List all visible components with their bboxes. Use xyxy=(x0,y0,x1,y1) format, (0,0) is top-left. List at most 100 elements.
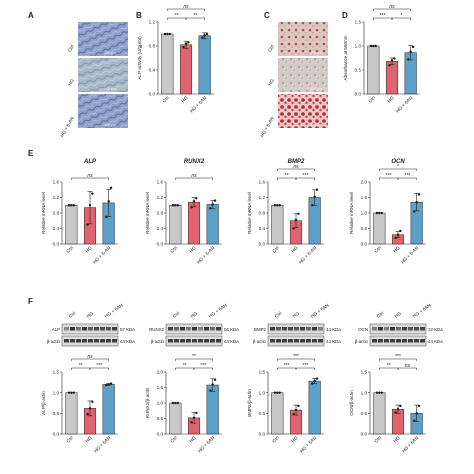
y-tick-label: 1.5 xyxy=(355,20,362,25)
y-axis-label: ALP activity (U/gprot) xyxy=(137,36,142,80)
bar xyxy=(206,384,219,435)
blot-band xyxy=(390,339,395,343)
data-point xyxy=(107,383,110,386)
data-point xyxy=(375,211,379,215)
panel-letter-d: D xyxy=(342,11,348,20)
blot-band xyxy=(70,327,75,331)
sig-label: ** xyxy=(387,363,391,369)
sig-label: ns xyxy=(293,164,299,170)
data-point xyxy=(273,204,277,207)
blot-band xyxy=(210,327,215,331)
x-tick-label: HG + 6-AN xyxy=(400,245,420,265)
sig-label: *** xyxy=(380,13,386,19)
data-point xyxy=(203,34,206,37)
y-tick-label: 0.0 xyxy=(259,432,266,437)
blot-band xyxy=(204,327,209,331)
blot-band xyxy=(216,327,221,331)
y-tick-label: 0.4 xyxy=(149,68,156,73)
data-point xyxy=(163,32,167,36)
blot-band xyxy=(378,327,383,331)
y-tick-label: 1.0 xyxy=(361,390,368,395)
blot-loading-kda: 44 KDa xyxy=(428,339,443,344)
data-point xyxy=(415,412,418,415)
sig-label: ** xyxy=(192,354,196,360)
blot-band xyxy=(112,339,117,343)
data-point xyxy=(292,227,295,230)
blot-band xyxy=(216,339,221,343)
x-tick-label: HG xyxy=(386,95,395,104)
alp-image-hg xyxy=(78,58,128,92)
data-point xyxy=(184,42,188,45)
data-point xyxy=(105,215,108,219)
stain-label-ctrl: Ctrl xyxy=(267,44,275,53)
blot-band xyxy=(294,327,299,331)
blot-band xyxy=(100,339,105,343)
blot-band xyxy=(312,339,317,343)
blot-target-label: OCN xyxy=(358,327,368,332)
data-point xyxy=(415,200,418,204)
data-point xyxy=(417,193,421,196)
data-point xyxy=(211,383,214,386)
blot-loading-kda: 44 KDa xyxy=(120,339,135,344)
blot-band xyxy=(408,339,413,343)
sig-label: * xyxy=(400,13,402,19)
x-tick-label: HG + 6AN xyxy=(93,435,111,453)
blot-loading-kda: 44 KDa xyxy=(326,339,341,344)
y-tick-label: 1.5 xyxy=(259,370,266,375)
blot-band xyxy=(402,327,407,331)
x-tick-label: Ctrl xyxy=(271,245,280,254)
data-point xyxy=(393,57,396,60)
data-point xyxy=(390,59,394,62)
scale-bar-label: 100 μm xyxy=(310,87,322,91)
sig-label: ** xyxy=(285,173,289,179)
x-tick-label: Ctrl xyxy=(65,245,74,254)
data-point xyxy=(292,412,295,416)
sig-label: ns xyxy=(87,354,93,360)
bar xyxy=(373,392,386,435)
data-point xyxy=(407,58,410,61)
panel-letter-f: F xyxy=(28,297,33,306)
data-point xyxy=(273,391,277,394)
blot-band xyxy=(270,339,275,343)
blot-runx2: Ctrl HG HG + 6AN RUNX2 β-actin 56 KDa 44 KDa xyxy=(149,303,239,347)
data-point xyxy=(171,401,175,405)
blot-bmp2: Ctrl HG HG + 6AN BMP2 β-actin 44 KDa 44 KDa xyxy=(253,303,341,347)
blot-target-kda: 22 KDa xyxy=(428,327,443,332)
x-tick-label: Ctrl xyxy=(169,435,178,444)
sig-label: ns xyxy=(389,4,395,10)
blot-band xyxy=(70,339,75,343)
x-tick-label: HG + 6AN xyxy=(197,435,215,453)
blot-band xyxy=(300,339,305,343)
blot-band xyxy=(186,327,191,331)
data-point xyxy=(213,378,217,381)
stain-label-hg6an: HG + 6-AN xyxy=(259,116,275,138)
stain-label-hg: HG xyxy=(267,78,275,87)
bar xyxy=(271,205,284,245)
data-point xyxy=(294,218,298,222)
chart-title: ALP xyxy=(83,159,97,165)
data-point xyxy=(396,233,400,236)
blot-lane-label: Ctrl xyxy=(274,311,283,319)
blot-band xyxy=(168,339,173,343)
y-axis-label: Relative mRNA level xyxy=(247,192,252,234)
y-tick-label: 0.5 xyxy=(361,226,368,231)
y-tick-label: 1.0 xyxy=(53,390,60,395)
data-point xyxy=(375,391,379,394)
y-tick-label: 0.0 xyxy=(149,92,156,97)
chart-f2: 0.0 0.5 1.0 1.5 2.0 RUNX2/β-actin Ctrl HG HG + 6… xyxy=(145,354,222,454)
data-point xyxy=(413,210,416,213)
y-axis-label: RUNX2/β-actin xyxy=(145,387,150,418)
panel-letter-c: C xyxy=(264,11,270,20)
scale-bar-label: 100 μm xyxy=(310,51,322,55)
data-point xyxy=(399,229,402,233)
blot-loading-label: β-actin xyxy=(253,339,267,344)
blot-target-label: RUNX2 xyxy=(149,327,164,332)
data-point xyxy=(294,408,298,412)
x-tick-label: Ctrl xyxy=(65,435,74,444)
y-tick-label: 0.5 xyxy=(259,411,266,416)
sig-label: *** xyxy=(395,354,401,360)
blot-lane-label: Ctrl xyxy=(68,311,77,319)
data-point xyxy=(380,391,383,394)
